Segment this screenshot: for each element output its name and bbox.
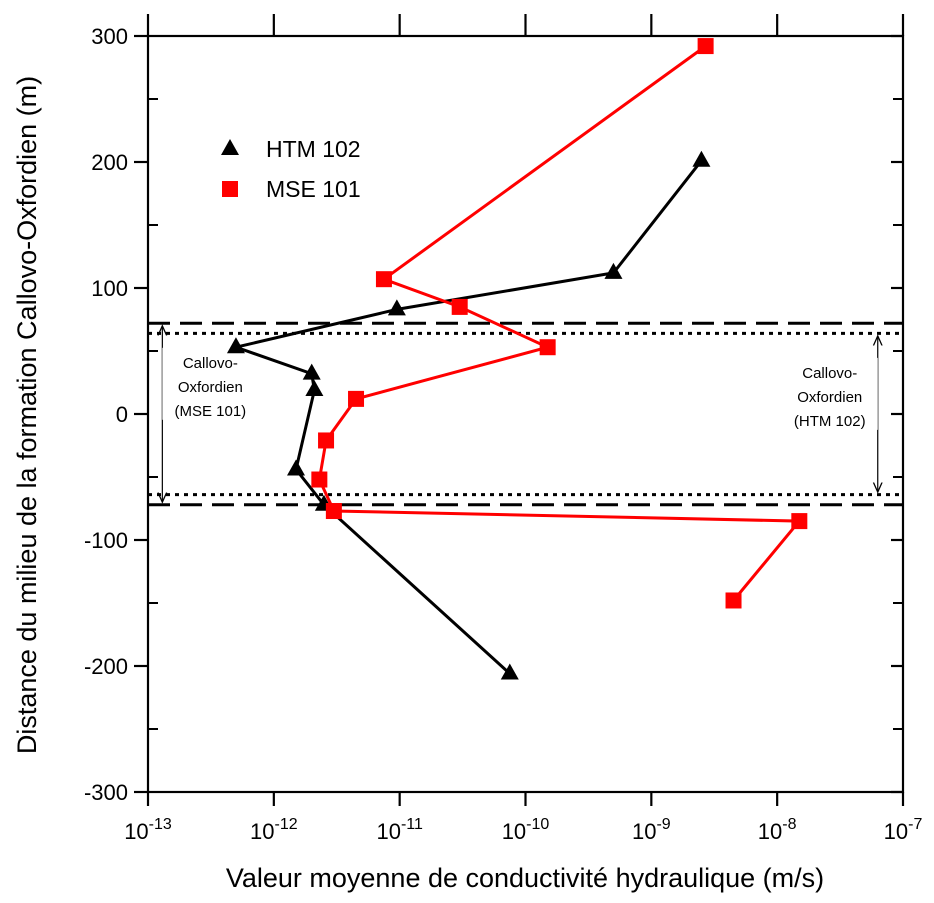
annotation-text: (HTM 102) — [794, 413, 866, 430]
data-series — [226, 38, 808, 680]
y-tick-label: 0 — [116, 402, 128, 427]
y-tick-label: -100 — [84, 528, 128, 553]
x-axis-title: Valeur moyenne de conductivité hydrauliq… — [226, 863, 824, 893]
series-line-htm-102 — [230, 159, 703, 675]
series-line-mse-101 — [317, 44, 803, 602]
x-tick-label: 10-10 — [502, 816, 550, 844]
x-tick-label: 10-9 — [632, 816, 671, 844]
legend: HTM 102 MSE 101 — [221, 136, 361, 202]
series-mse-101 — [311, 38, 808, 609]
annotation-text: Oxfordien — [797, 389, 862, 406]
legend-marker — [221, 139, 239, 155]
x-tick-label: 10-7 — [884, 816, 923, 844]
x-tick-label: 10-12 — [250, 816, 298, 844]
annotation-text: (MSE 101) — [174, 403, 246, 420]
y-tick-label: -300 — [84, 780, 128, 805]
reference-lines — [148, 321, 903, 507]
legend-label: HTM 102 — [266, 136, 361, 162]
annotation-bg — [781, 357, 878, 430]
data-point-mse-101 — [325, 503, 342, 520]
y-tick-label: 100 — [91, 276, 128, 301]
annotation-text: Callovo- — [183, 355, 238, 372]
data-point-mse-101 — [725, 592, 742, 609]
data-point-htm-102 — [604, 262, 623, 279]
legend-label: MSE 101 — [266, 176, 361, 202]
x-tick-label: 10-13 — [124, 816, 172, 844]
annotation-bg — [162, 347, 259, 420]
y-tick-label: 200 — [91, 150, 128, 175]
series-htm-102 — [226, 150, 711, 680]
y-tick-label: 300 — [91, 24, 128, 49]
data-point-mse-101 — [451, 298, 468, 315]
axis-ticks: 300 200 100 0 -100 -200 -300 10-13 10-12 10-11 10-… — [84, 14, 923, 844]
annotation-text: Callovo- — [802, 365, 857, 382]
data-point-htm-102 — [305, 380, 324, 397]
legend-marker — [222, 181, 238, 197]
y-axis-title: Distance du milieu de la formation Callo… — [12, 76, 42, 754]
data-point-htm-102 — [302, 363, 321, 380]
data-point-mse-101 — [348, 390, 365, 407]
data-point-htm-102 — [692, 150, 711, 167]
data-point-htm-102 — [226, 337, 245, 354]
x-tick-label: 10-8 — [758, 816, 797, 844]
data-point-mse-101 — [539, 339, 556, 356]
data-point-mse-101 — [318, 432, 335, 449]
y-tick-label: -200 — [84, 654, 128, 679]
annotation-text: Oxfordien — [178, 379, 243, 396]
data-point-htm-102 — [500, 663, 519, 680]
data-point-mse-101 — [375, 271, 392, 288]
data-point-mse-101 — [791, 513, 808, 530]
data-point-mse-101 — [697, 38, 714, 55]
x-tick-label: 10-11 — [376, 816, 423, 844]
data-point-htm-102 — [286, 459, 305, 476]
data-point-htm-102 — [387, 299, 406, 316]
data-point-mse-101 — [311, 471, 328, 488]
annotations: Callovo- Oxfordien (MSE 101) Callovo- Oxford… — [162, 326, 877, 502]
